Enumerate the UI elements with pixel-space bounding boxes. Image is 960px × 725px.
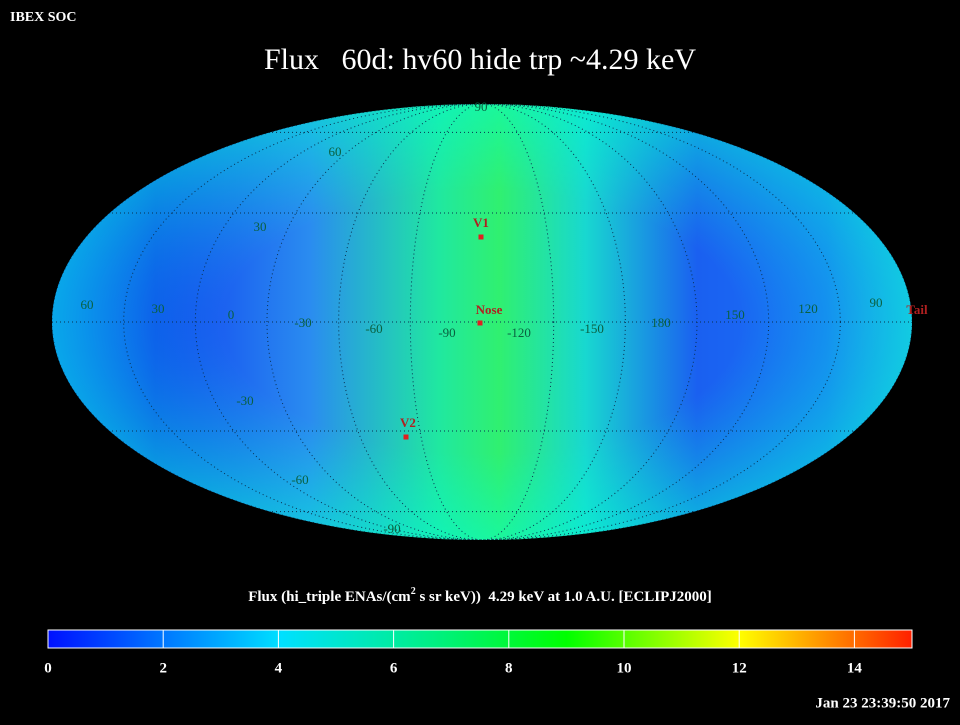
longitude-label: -120 bbox=[507, 325, 531, 340]
colorbar-label-end: s sr keV)) 4.29 keV at 1.0 A.U. [ECLIPJ2… bbox=[416, 589, 712, 605]
timestamp: Jan 23 23:39:50 2017 bbox=[815, 695, 950, 711]
colorbar-tick-label: 8 bbox=[505, 660, 513, 676]
latitude-label: 90 bbox=[475, 99, 488, 114]
longitude-label: -60 bbox=[365, 321, 382, 336]
map-title: Flux 60d: hv60 hide trp ~4.29 keV bbox=[264, 43, 696, 76]
latitude-label: -60 bbox=[291, 472, 308, 487]
colorbar-tick-label: 2 bbox=[159, 660, 167, 676]
colorbar-tick-label: 6 bbox=[390, 660, 398, 676]
colorbar-tick-label: 0 bbox=[44, 660, 52, 676]
latitude-label: 30 bbox=[254, 219, 267, 234]
longitude-label: -30 bbox=[294, 315, 311, 330]
latitude-label: -90 bbox=[383, 521, 400, 536]
longitude-label: 30 bbox=[152, 301, 165, 316]
colorbar-label-sup: 2 bbox=[411, 586, 416, 597]
colorbar-tick-label: 4 bbox=[275, 660, 283, 676]
marker-dot bbox=[478, 234, 484, 240]
longitude-label: 180 bbox=[651, 315, 671, 330]
longitude-label: -150 bbox=[580, 321, 604, 336]
graticule bbox=[52, 104, 912, 540]
marker-label: V2 bbox=[400, 415, 416, 430]
longitude-label: 90 bbox=[870, 295, 883, 310]
marker-label: Tail bbox=[906, 302, 928, 317]
latitude-label: -30 bbox=[236, 393, 253, 408]
latitude-label: 60 bbox=[329, 144, 342, 159]
longitude-label: 60 bbox=[81, 297, 94, 312]
marker-dot bbox=[477, 320, 483, 326]
colorbar-label: Flux (hi_triple ENAs/(cm2 s sr keV)) 4.2… bbox=[248, 586, 712, 605]
longitude-label: 150 bbox=[725, 307, 745, 322]
org-label: IBEX SOC bbox=[10, 10, 77, 25]
longitude-label: -90 bbox=[438, 325, 455, 340]
colorbar bbox=[47, 629, 913, 649]
colorbar-label-start: Flux (hi_triple ENAs/(cm bbox=[248, 589, 411, 605]
marker-dot bbox=[403, 434, 409, 440]
meridian bbox=[409, 104, 555, 540]
marker-label: V1 bbox=[473, 215, 489, 230]
longitude-label: 120 bbox=[798, 301, 818, 316]
colorbar-tick-label: 10 bbox=[617, 660, 632, 676]
longitude-label: 0 bbox=[228, 307, 235, 322]
colorbar-tick-label: 12 bbox=[732, 660, 747, 676]
colorbar-tick-label: 14 bbox=[847, 660, 863, 676]
marker-label: Nose bbox=[476, 302, 503, 317]
